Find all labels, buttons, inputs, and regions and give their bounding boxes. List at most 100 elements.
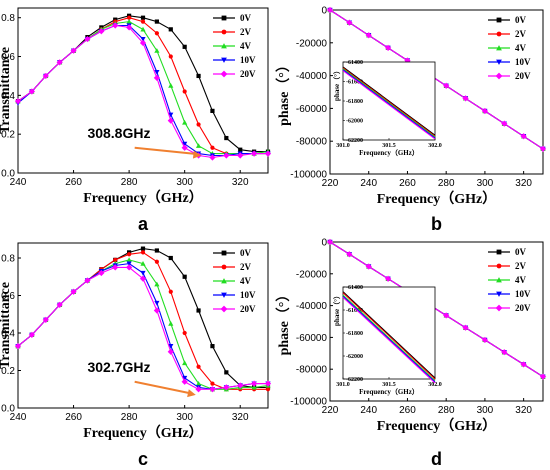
- frequency-annotation: 302.7GHz: [87, 359, 150, 375]
- data-point: [154, 259, 159, 264]
- inset-y-title: phase（°）: [333, 67, 341, 101]
- y-tick-label: 0.2: [1, 130, 15, 141]
- data-point: [139, 275, 147, 282]
- inset-series-2V: [342, 292, 436, 380]
- data-point: [168, 321, 174, 326]
- y-tick-label: 0: [321, 238, 327, 249]
- phase-chart-b: 0 -20000 -40000 -60000 -80000 -100000 220 240 26…: [275, 0, 550, 235]
- legend-label: 2V: [515, 29, 527, 39]
- inset-series-20V: [342, 70, 436, 140]
- x-tick-label: 320: [232, 412, 249, 423]
- data-point: [139, 39, 147, 47]
- x-tick-label: 260: [65, 177, 82, 188]
- data-point: [520, 361, 527, 368]
- x-tick-label: 220: [322, 178, 339, 189]
- data-point: [112, 22, 119, 29]
- plot-frame: [17, 242, 269, 409]
- inset-y-tick-label: -61400: [346, 285, 363, 291]
- x-tick-label: 240: [10, 412, 27, 423]
- legend-label: 20V: [240, 304, 256, 314]
- data-point: [168, 83, 174, 88]
- x-tick-label: 300: [477, 178, 494, 189]
- x-tick-label: 280: [121, 412, 138, 423]
- y-tick-label: 0.8: [1, 254, 15, 265]
- data-point: [84, 35, 91, 43]
- data-point: [237, 382, 244, 389]
- x-tick-label: 240: [360, 178, 377, 189]
- plot-frame: [329, 9, 544, 175]
- data-point: [195, 386, 202, 393]
- x-axis-title: Frequency（GHz）: [83, 425, 203, 441]
- x-tick-label: 260: [65, 412, 82, 423]
- inset-y-tick-label: -61800: [346, 99, 363, 105]
- panel-label: a: [138, 214, 149, 234]
- panel-label: c: [138, 449, 148, 469]
- inset-x-tick-label: 302.0: [428, 382, 442, 388]
- data-point: [70, 47, 77, 54]
- data-point: [42, 72, 49, 80]
- data-point: [56, 301, 63, 308]
- data-point: [56, 59, 63, 66]
- transmittance-chart-c: 0.0 0.2 0.4 0.6 0.8 240 260 280 300 320 Frequency（…: [0, 235, 275, 470]
- y-axis-title: Transmittance: [0, 282, 13, 369]
- inset-y-tick-label: -61600: [346, 308, 363, 314]
- y-tick-label: -40000: [296, 71, 328, 82]
- data-point: [140, 246, 146, 251]
- inset-y-tick-label: -62000: [346, 354, 363, 360]
- data-point: [365, 32, 372, 39]
- legend-label: 2V: [240, 262, 252, 272]
- inset-series-2V: [342, 67, 436, 137]
- y-tick-label: 0.4: [1, 329, 15, 340]
- data-point: [196, 73, 201, 79]
- data-point: [154, 248, 159, 253]
- data-point: [384, 44, 392, 51]
- data-point: [346, 19, 353, 26]
- x-tick-label: 280: [438, 405, 455, 416]
- phase-chart-d: 0 -20000 -40000 -60000 -80000 -100000 220 240 26…: [275, 235, 550, 470]
- legend-marker: [495, 72, 503, 80]
- legend-label: 4V: [515, 43, 527, 53]
- data-point: [140, 250, 146, 255]
- legend-label: 10V: [515, 57, 531, 67]
- legend-marker: [496, 17, 502, 23]
- data-point: [195, 381, 202, 386]
- y-tick-label: -100000: [290, 397, 327, 408]
- chart-a-svg: 0.0 0.2 0.4 0.6 0.8 240 260 280 300 320 Frequency（…: [0, 7, 272, 234]
- data-point: [140, 26, 146, 32]
- y-tick-label: -100000: [290, 170, 327, 181]
- y-axis-title: phase（°）: [276, 58, 292, 126]
- data-point: [223, 384, 230, 391]
- legend-marker: [221, 43, 227, 49]
- data-point: [182, 44, 187, 49]
- data-point: [182, 119, 188, 125]
- data-point: [113, 257, 118, 262]
- inset-y-tick-label: -62200: [346, 377, 363, 383]
- y-tick-label: -20000: [296, 269, 328, 280]
- data-point: [209, 154, 216, 161]
- legend-marker: [496, 249, 502, 255]
- data-point: [28, 88, 35, 95]
- data-point: [14, 98, 22, 105]
- inset-series-20V: [342, 296, 436, 384]
- data-point: [237, 152, 244, 159]
- legend-marker: [496, 31, 502, 37]
- data-point: [251, 150, 258, 157]
- legend-label: 0V: [240, 13, 252, 23]
- chart-c-svg: 0.0 0.2 0.4 0.6 0.8 240 260 280 300 320 Frequency（…: [0, 242, 272, 469]
- inset-y-title: phase（°）: [333, 292, 341, 326]
- transmittance-chart-a: 0.0 0.2 0.4 0.6 0.8 240 260 280 300 320 Frequency（…: [0, 0, 275, 235]
- x-axis-title: Frequency（GHz）: [377, 191, 497, 207]
- data-point: [126, 24, 133, 31]
- data-point: [384, 275, 392, 282]
- y-tick-label: -60000: [296, 104, 328, 115]
- data-point: [167, 348, 174, 355]
- legend-label: 0V: [515, 15, 527, 25]
- data-point: [264, 150, 272, 157]
- data-point: [154, 48, 160, 53]
- x-axis-title: Frequency（GHz）: [83, 190, 203, 206]
- inset-series-0V: [342, 66, 436, 136]
- legend-label: 20V: [240, 69, 256, 79]
- inset-y-tick-label: -62000: [346, 119, 363, 125]
- legend-marker: [221, 250, 227, 256]
- data-point: [140, 19, 146, 24]
